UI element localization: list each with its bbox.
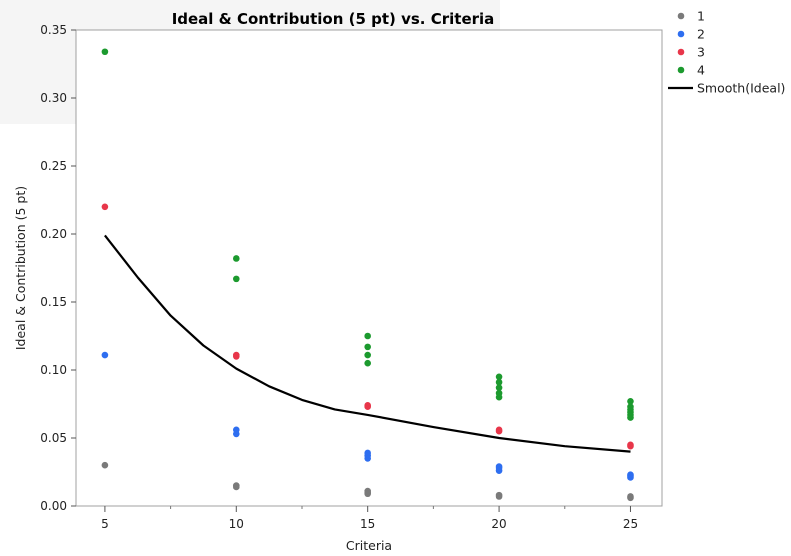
y-tick-label: 0.20 xyxy=(40,227,67,241)
point-series-4 xyxy=(364,359,371,367)
point-series-4 xyxy=(364,332,371,340)
smooth-ideal-line xyxy=(104,234,631,453)
point-series-1 xyxy=(495,491,503,499)
y-axis-label: Ideal & Contribution (5 pt) xyxy=(13,186,28,350)
point-series-1 xyxy=(364,487,371,495)
point-series-3 xyxy=(364,402,371,409)
legend-marker-3 xyxy=(677,48,685,56)
point-series-4 xyxy=(495,378,503,386)
y-tick-label: 0.05 xyxy=(40,431,67,445)
point-series-3 xyxy=(101,203,109,211)
x-tick-label: 25 xyxy=(623,517,638,531)
legend-marker-2 xyxy=(677,30,685,38)
y-tick-label: 0.00 xyxy=(40,499,67,513)
legend-label-3: 3 xyxy=(697,45,705,60)
y-tick-label: 0.35 xyxy=(40,23,67,37)
point-series-4 xyxy=(364,343,371,351)
y-axis: 0.00 0.05 0.10 0.15 0.20 0.25 0.30 0.35 xyxy=(40,23,76,513)
point-series-4 xyxy=(495,384,503,391)
legend-label-smooth: Smooth(Ideal) xyxy=(697,81,785,96)
legend-label-2: 2 xyxy=(697,27,705,42)
point-series-2 xyxy=(232,426,240,434)
y-tick-label: 0.10 xyxy=(40,363,67,377)
point-series-4 xyxy=(495,389,503,397)
x-tick-label: 5 xyxy=(101,517,109,531)
x-tick-label: 20 xyxy=(491,517,506,531)
point-series-4 xyxy=(495,373,503,381)
point-series-2 xyxy=(101,351,109,359)
point-series-4 xyxy=(364,351,371,359)
point-series-3 xyxy=(627,441,634,449)
legend: 1 2 3 4 Smooth(Ideal) xyxy=(668,9,785,96)
point-series-4 xyxy=(627,403,634,411)
point-series-4 xyxy=(232,255,240,262)
point-series-3 xyxy=(495,426,503,434)
chart-title: Ideal & Contribution (5 pt) vs. Criteria xyxy=(172,10,495,28)
point-series-2 xyxy=(364,449,371,457)
point-series-4 xyxy=(627,397,634,405)
x-axis-label: Criteria xyxy=(346,538,392,553)
points-layer xyxy=(101,48,634,502)
y-tick-label: 0.15 xyxy=(40,295,67,309)
x-tick-label: 15 xyxy=(360,517,375,531)
point-series-3 xyxy=(232,351,240,359)
y-tick-label: 0.25 xyxy=(40,159,67,173)
x-axis: 5 10 15 20 25 xyxy=(101,506,638,531)
point-series-2 xyxy=(627,471,634,479)
x-tick-label: 10 xyxy=(229,517,244,531)
legend-label-4: 4 xyxy=(697,63,705,78)
point-series-1 xyxy=(627,493,634,500)
point-series-1 xyxy=(101,461,109,469)
legend-label-1: 1 xyxy=(697,9,705,24)
smooth-layer xyxy=(104,234,631,453)
point-series-4 xyxy=(232,275,240,283)
legend-marker-4 xyxy=(677,66,685,74)
point-series-4 xyxy=(101,48,109,56)
point-series-1 xyxy=(232,482,240,489)
plot-area xyxy=(75,29,663,507)
point-series-2 xyxy=(495,463,503,470)
y-tick-label: 0.30 xyxy=(40,91,67,105)
legend-marker-1 xyxy=(677,12,685,20)
